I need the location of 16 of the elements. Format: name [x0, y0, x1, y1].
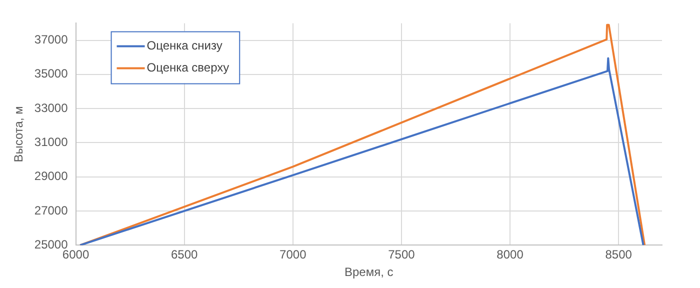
y-tick-label: 31000 [34, 135, 68, 150]
legend-label: Оценка сверху [146, 60, 230, 75]
x-tick-label: 6000 [62, 248, 90, 262]
y-tick-label: 33000 [34, 100, 68, 115]
y-tick-label: 27000 [34, 203, 68, 218]
y-tick-label: 37000 [34, 32, 68, 47]
x-tick-label: 8500 [605, 248, 632, 262]
y-axis-title: Высота, м [12, 106, 26, 162]
x-tick-label: 6500 [170, 248, 198, 262]
x-tick-label: 7500 [388, 248, 416, 262]
legend-label: Оценка снизу [146, 38, 222, 53]
x-axis-title: Время, с [344, 265, 394, 280]
x-tick-label: 8000 [496, 248, 524, 262]
x-tick-label: 7000 [280, 248, 307, 262]
y-tick-label: 35000 [34, 66, 68, 81]
y-tick-label: 29000 [34, 169, 68, 184]
